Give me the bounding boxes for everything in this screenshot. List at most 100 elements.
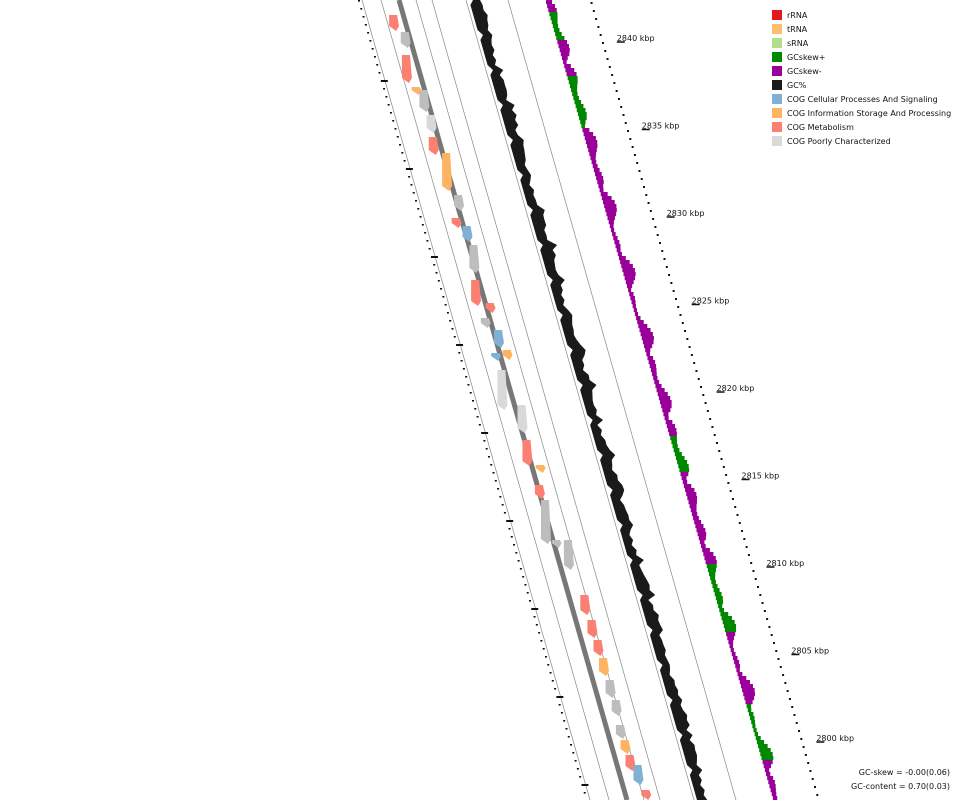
scale-tick (606, 58, 609, 60)
gc-skew-bar (628, 288, 632, 293)
legend-swatch-icon (772, 136, 782, 146)
scale-tick (700, 386, 703, 388)
gc-skew-bar (699, 540, 705, 545)
gene-feature-arrow (625, 755, 636, 771)
gc-skew-bar (647, 356, 654, 361)
scale-tick (786, 690, 789, 692)
gc-skew-bar (731, 652, 736, 657)
scale-label: 2840 kbp (617, 34, 655, 43)
scale-tick (706, 410, 709, 412)
gc-skew-bar (571, 88, 578, 93)
scale-tick (679, 314, 682, 316)
gc-skew-bar (712, 584, 718, 589)
legend-swatch-icon (772, 10, 782, 20)
legend-label: tRNA (787, 24, 808, 34)
scale-tick (759, 594, 762, 596)
gc-skew-bar (597, 180, 604, 185)
gc-skew-bar (770, 788, 776, 793)
inner-scale-tick (538, 632, 541, 634)
gc-skew-bar (710, 576, 716, 581)
gc-skew-bar (603, 200, 615, 205)
gc-skew-bar (665, 420, 673, 425)
inner-scale-tick (499, 496, 502, 498)
scale-tick (804, 754, 807, 756)
gc-skew-bar (552, 24, 559, 29)
gc-skew-bar (689, 504, 697, 509)
scale-tick (643, 186, 646, 188)
scale-tick (686, 338, 689, 340)
gene-feature-arrow (493, 330, 504, 348)
gene-feature-arrow (620, 740, 631, 754)
inner-scale-tick (399, 144, 402, 146)
inner-scale-tick (371, 48, 374, 50)
scale-tick (779, 666, 782, 668)
inner-scale-tick (435, 272, 438, 274)
inner-scale-tick (501, 504, 504, 506)
inner-scale-tick (579, 776, 582, 778)
gc-skew-bar (697, 532, 707, 537)
gc-skew-bar (660, 400, 672, 405)
scale-tick (736, 514, 739, 516)
gc-skew-bar (560, 52, 570, 57)
scale-tick (704, 402, 707, 404)
inner-scale-tick (535, 624, 538, 626)
scale-tick (798, 730, 801, 732)
gc-skew-bar (607, 216, 615, 221)
inner-scale-tick (392, 120, 395, 122)
gc-skew-bar (596, 176, 604, 181)
gc-skew-bar (661, 404, 672, 409)
gc-skew-bar (567, 76, 578, 81)
inner-scale-tick (574, 760, 577, 762)
inner-scale-tick (378, 72, 381, 74)
scale-tick (649, 210, 652, 212)
gc-skew-bar (564, 64, 571, 69)
scale-tick (766, 618, 769, 620)
gc-skew-bar (646, 352, 650, 357)
gc-skew-bar (656, 388, 665, 393)
scale-tick (665, 266, 668, 268)
gc-content-stat: GC-content = 0.70(0.03) (851, 782, 950, 791)
inner-scale-tick (529, 600, 531, 602)
gc-skew-bar (681, 476, 687, 481)
inner-scale-tick (474, 408, 477, 410)
gc-skew-bar (616, 248, 621, 253)
legend-label: GCskew- (787, 66, 822, 76)
gc-skew-bar (580, 120, 586, 125)
gc-skew-bar (760, 752, 773, 757)
gc-skew-bar (561, 56, 568, 61)
gc-skew-bar (618, 256, 626, 261)
gc-skew-bar (649, 364, 657, 369)
inner-scale-tick (547, 664, 550, 666)
inner-scale-tick (421, 224, 424, 226)
scale-tick (652, 218, 655, 220)
gc-skew-bar (654, 380, 660, 385)
gc-skew-bar (637, 320, 644, 325)
legend-swatch-icon (772, 122, 782, 132)
gc-skew-bar (639, 328, 651, 333)
gc-skew-bar (615, 244, 621, 249)
legend-item: tRNA (772, 22, 951, 36)
inner-scale-tick (576, 768, 579, 770)
scale-tick (750, 562, 753, 564)
gc-skew-bar (663, 412, 669, 417)
inner-scale-tick (394, 128, 397, 130)
gc-skew-bar (629, 292, 634, 297)
gc-skew-bar (743, 692, 755, 697)
inner-scale-tick (460, 360, 463, 362)
gc-skew-bar (698, 536, 706, 541)
scale-tick (788, 698, 791, 700)
inner-scale-tick (522, 576, 525, 578)
gc-skew-bar (549, 12, 558, 17)
gc-skew-bar (583, 132, 594, 137)
gc-skew-bar (701, 544, 706, 549)
scale-tick (658, 242, 661, 244)
gc-skew-bar (584, 136, 596, 141)
gc-skew-bar (674, 452, 682, 457)
scale-tick (627, 130, 630, 132)
legend-item: COG Metabolism (772, 120, 951, 134)
track-guide-line (507, 0, 737, 800)
scale-tick (718, 450, 721, 452)
gc-skew-bar (631, 300, 636, 305)
gene-feature-arrow (419, 90, 430, 112)
